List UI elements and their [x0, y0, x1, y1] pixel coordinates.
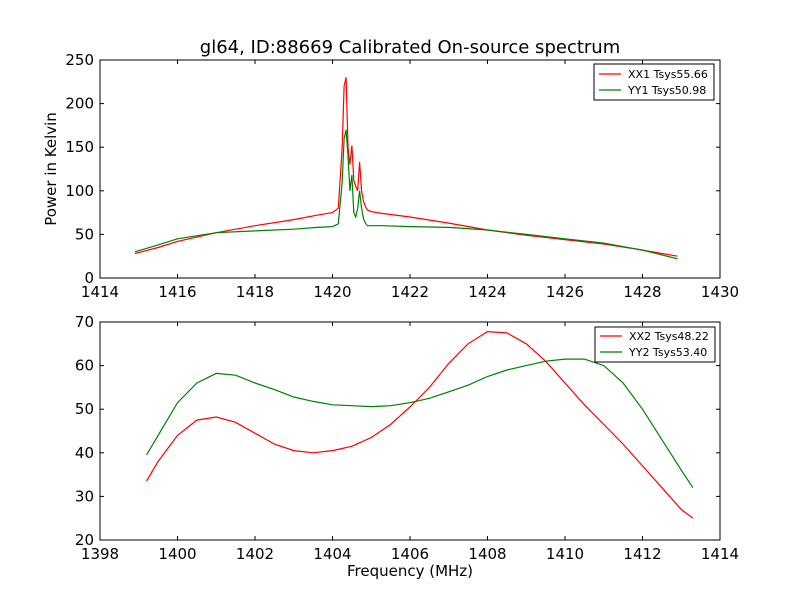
bottom-x-tick-label: 1398 — [81, 545, 119, 563]
top-x-tick-label: 1414 — [81, 283, 119, 301]
bottom-x-tick-label: 1412 — [623, 545, 661, 563]
bottom-y-tick-label: 50 — [75, 400, 94, 418]
chart-title: gl64, ID:88669 Calibrated On-source spec… — [200, 37, 620, 58]
top-x-tick-label: 1430 — [701, 283, 739, 301]
top-y-tick-label: 100 — [65, 182, 94, 200]
bottom-legend-label-xx2: XX2 Tsys48.22 — [629, 330, 709, 343]
bottom-legend: XX2 Tsys48.22 YY2 Tsys53.40 — [594, 326, 716, 363]
bottom-legend-box — [594, 326, 716, 363]
top-x-tick-label: 1418 — [236, 283, 274, 301]
top-legend-box — [593, 63, 715, 101]
bottom-y-tick-label: 30 — [75, 487, 94, 505]
bottom-x-tick-label: 1400 — [158, 545, 196, 563]
bottom-y-tick-label: 60 — [75, 357, 94, 375]
bottom-y-tick-label: 20 — [75, 531, 94, 549]
bottom-x-tick-label: 1404 — [313, 545, 351, 563]
top-x-tick-label: 1428 — [623, 283, 661, 301]
bottom-series-group — [145, 330, 694, 519]
top-plot-frame — [99, 59, 721, 279]
bottom-x-tick-label: 1414 — [701, 545, 739, 563]
top-series-line-0 — [134, 77, 678, 257]
bottom-series-line-0 — [145, 330, 694, 519]
top-series-line-1 — [134, 129, 678, 260]
bottom-panel: Frequency (MHz) 1398 1400 1402 1404 1406 1408… — [75, 313, 739, 580]
top-y-tick-label: 250 — [65, 51, 94, 69]
top-legend-label-yy1: YY1 Tsys50.98 — [627, 84, 706, 97]
top-panel: gl64, ID:88669 Calibrated On-source spec… — [42, 37, 739, 301]
bottom-plot-frame — [99, 321, 721, 541]
bottom-x-tick-label: 1410 — [546, 545, 584, 563]
top-legend-label-xx1: XX1 Tsys55.66 — [628, 68, 708, 81]
bottom-x-axis-label: Frequency (MHz) — [347, 562, 473, 580]
top-y-tick-label: 50 — [75, 225, 94, 243]
bottom-x-tick-label: 1408 — [468, 545, 506, 563]
top-ticks-group: 1414 1416 1418 1420 1422 1424 1426 1428 1430 0 50 1… — [65, 51, 739, 301]
bottom-x-tick-label: 1402 — [236, 545, 274, 563]
bottom-ticks-group: 1398 1400 1402 1404 1406 1408 1410 1412 1414 20 30… — [75, 313, 739, 563]
top-x-tick-label: 1422 — [391, 283, 429, 301]
bottom-legend-label-yy2: YY2 Tsys53.40 — [628, 346, 707, 359]
bottom-series-line-1 — [145, 358, 694, 489]
top-y-axis-label: Power in Kelvin — [42, 112, 60, 226]
bottom-x-tick-label: 1406 — [391, 545, 429, 563]
top-x-tick-label: 1426 — [546, 283, 584, 301]
top-x-tick-label: 1420 — [313, 283, 351, 301]
top-legend: XX1 Tsys55.66 YY1 Tsys50.98 — [593, 63, 715, 101]
top-x-tick-label: 1416 — [158, 283, 196, 301]
top-y-tick-label: 0 — [84, 269, 94, 287]
top-series-group — [134, 77, 678, 260]
top-y-tick-label: 200 — [65, 95, 94, 113]
bottom-y-tick-label: 40 — [75, 444, 94, 462]
bottom-y-tick-label: 70 — [75, 313, 94, 331]
top-x-tick-label: 1424 — [468, 283, 506, 301]
top-y-tick-label: 150 — [65, 138, 94, 156]
